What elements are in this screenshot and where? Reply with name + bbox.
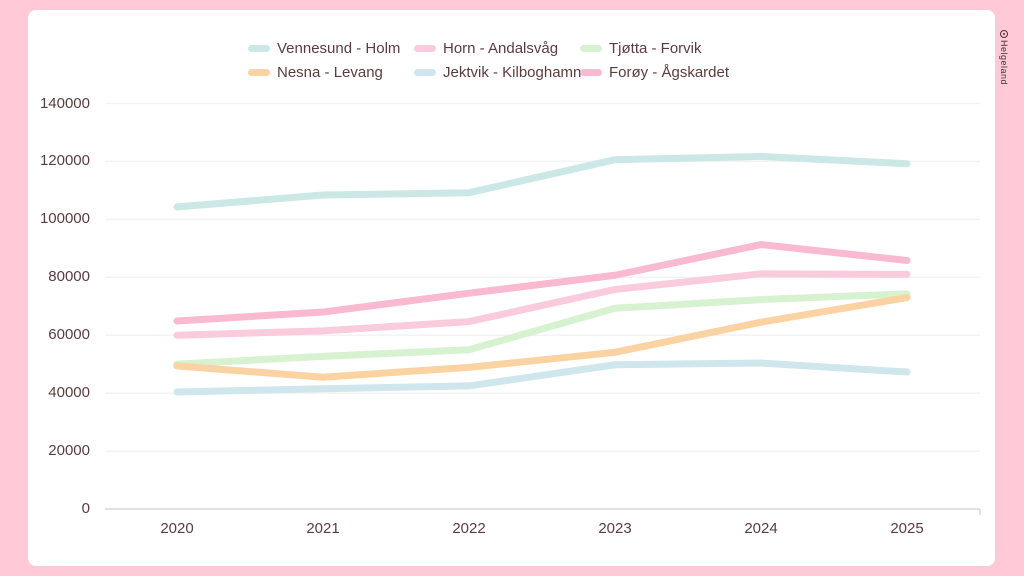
chart-legend: Vennesund - Holm Horn - Andalsvåg Tjøtta -… (248, 40, 746, 81)
series-line-nesna-levang (173, 294, 911, 381)
y-tick-label: 60000 (48, 326, 90, 344)
legend-item-nesna-levang: Nesna - Levang (248, 64, 414, 81)
series-line-jektvik-kilboghamn (173, 359, 911, 396)
legend-swatch (414, 69, 436, 76)
y-tick-label: 40000 (48, 384, 90, 402)
helgeland-logo-text: Helgeland (999, 40, 1009, 86)
legend-label: Tjøtta - Forvik (609, 40, 702, 57)
legend-row: Vennesund - Holm Horn - Andalsvåg Tjøtta -… (248, 40, 746, 57)
legend-label: Forøy - Ågskardet (609, 64, 730, 81)
y-tick-label: 120000 (39, 152, 90, 170)
x-tick-label: 2023 (598, 520, 632, 537)
legend-swatch (248, 69, 270, 76)
x-tick-label: 2021 (306, 520, 340, 537)
x-tick-label: 2020 (160, 520, 194, 537)
legend-label: Jektvik - Kilboghamn (443, 64, 582, 81)
series-line-vennesund-holm (173, 153, 911, 211)
legend-label: Nesna - Levang (277, 64, 383, 81)
y-tick-label: 0 (81, 500, 90, 517)
y-tick-label: 100000 (39, 210, 90, 228)
y-tick-label: 80000 (48, 268, 90, 286)
legend-label: Vennesund - Holm (277, 40, 401, 57)
legend-item-jektvik-kilboghamn: Jektvik - Kilboghamn (414, 64, 582, 81)
legend-swatch (414, 45, 436, 52)
legend-item-horn-andalsv-g: Horn - Andalsvåg (414, 40, 580, 57)
series-line-for-y-gskardet (173, 241, 911, 325)
y-tick-label: 140000 (39, 94, 90, 112)
series-line-tj-tta-forvik (173, 290, 911, 368)
x-tick-label: 2022 (452, 520, 486, 537)
legend-swatch (580, 45, 602, 52)
helgeland-logo: Helgeland (999, 30, 1009, 85)
legend-row: Nesna - Levang Jektvik - Kilboghamn Forøy … (248, 64, 746, 81)
x-tick-label: 2024 (744, 520, 778, 537)
legend-item-vennesund-holm: Vennesund - Holm (248, 40, 414, 57)
x-tick-label: 2025 (890, 520, 924, 537)
series-line-horn-andalsv-g (173, 270, 911, 339)
helgeland-logo-icon (1000, 30, 1008, 38)
y-tick-label: 20000 (48, 442, 90, 460)
legend-label: Horn - Andalsvåg (443, 40, 559, 57)
legend-item-tj-tta-forvik: Tjøtta - Forvik (580, 40, 746, 57)
legend-swatch (248, 45, 270, 52)
legend-swatch (580, 69, 602, 76)
legend-item-for-y-gskardet: Forøy - Ågskardet (580, 64, 746, 81)
